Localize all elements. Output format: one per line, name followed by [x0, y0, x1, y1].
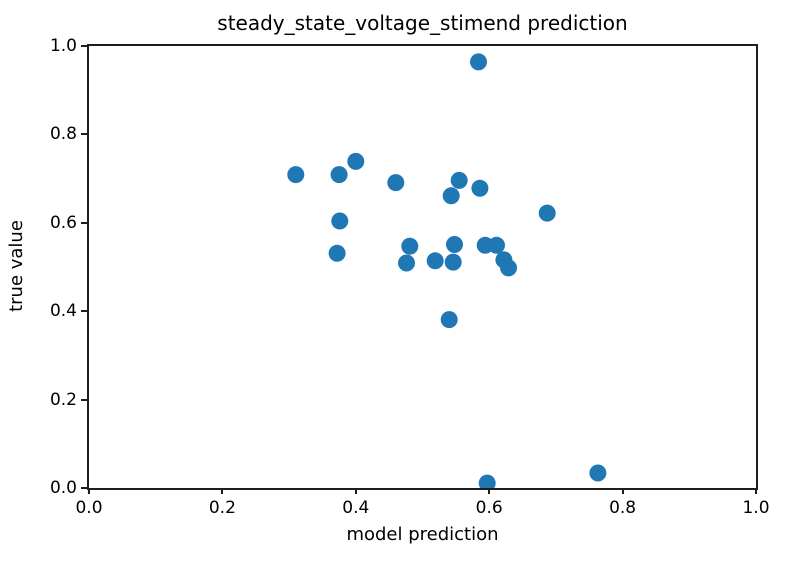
y-tick-label: 0.8	[49, 124, 77, 145]
x-tick-mark	[755, 488, 757, 494]
x-tick-label: 0.4	[342, 498, 370, 518]
y-tick-label: 0.0	[49, 478, 77, 498]
scatter-point	[488, 236, 505, 254]
y-tick-mark	[81, 487, 87, 489]
x-tick-mark	[488, 488, 491, 494]
scatter-point	[478, 474, 496, 488]
x-tick-mark	[354, 488, 357, 494]
scatter-point	[426, 252, 444, 270]
x-tick-label: 0.0	[75, 498, 103, 518]
scatter-point	[401, 237, 419, 255]
y-tick-label: 0.6	[49, 212, 77, 233]
y-tick-mark	[81, 398, 87, 401]
scatter-svg	[287, 53, 607, 488]
scatter-point	[387, 174, 405, 192]
x-tick-mark	[621, 488, 624, 494]
x-tick-label: 0.8	[609, 498, 637, 518]
scatter-point	[328, 244, 346, 262]
scatter-point	[470, 53, 487, 71]
scatter-point	[287, 166, 305, 184]
scatter-point	[330, 166, 348, 184]
x-tick-mark	[221, 488, 224, 494]
scatter-point	[444, 253, 462, 271]
x-tick-label: 0.2	[208, 498, 236, 518]
chart-title: steady_state_voltage_stimend prediction	[217, 11, 628, 35]
x-axis-label: model prediction	[346, 524, 499, 545]
scatter-point	[347, 152, 365, 170]
scatter-point	[450, 171, 468, 189]
x-tick-mark	[88, 488, 90, 494]
x-tick-label: 0.6	[475, 498, 503, 518]
scatter-point	[471, 179, 489, 197]
plot-area	[87, 44, 758, 490]
scatter-point	[500, 259, 517, 277]
y-tick-mark	[81, 133, 87, 136]
scatter-point	[331, 212, 349, 230]
scatter-point	[440, 311, 458, 329]
scatter-point	[442, 187, 460, 205]
scatter-point	[398, 254, 415, 272]
x-tick-label: 1.0	[742, 498, 770, 518]
scatter-point	[538, 204, 556, 222]
y-tick-label: 0.2	[49, 389, 77, 410]
scatter-point	[446, 236, 463, 253]
y-tick-label: 1.0	[49, 36, 77, 56]
y-tick-mark	[81, 45, 87, 47]
y-tick-mark	[81, 310, 87, 313]
y-tick-mark	[81, 221, 87, 224]
y-axis-label: true value	[6, 220, 27, 312]
scatter-point	[589, 464, 607, 482]
y-tick-label: 0.4	[49, 301, 77, 322]
